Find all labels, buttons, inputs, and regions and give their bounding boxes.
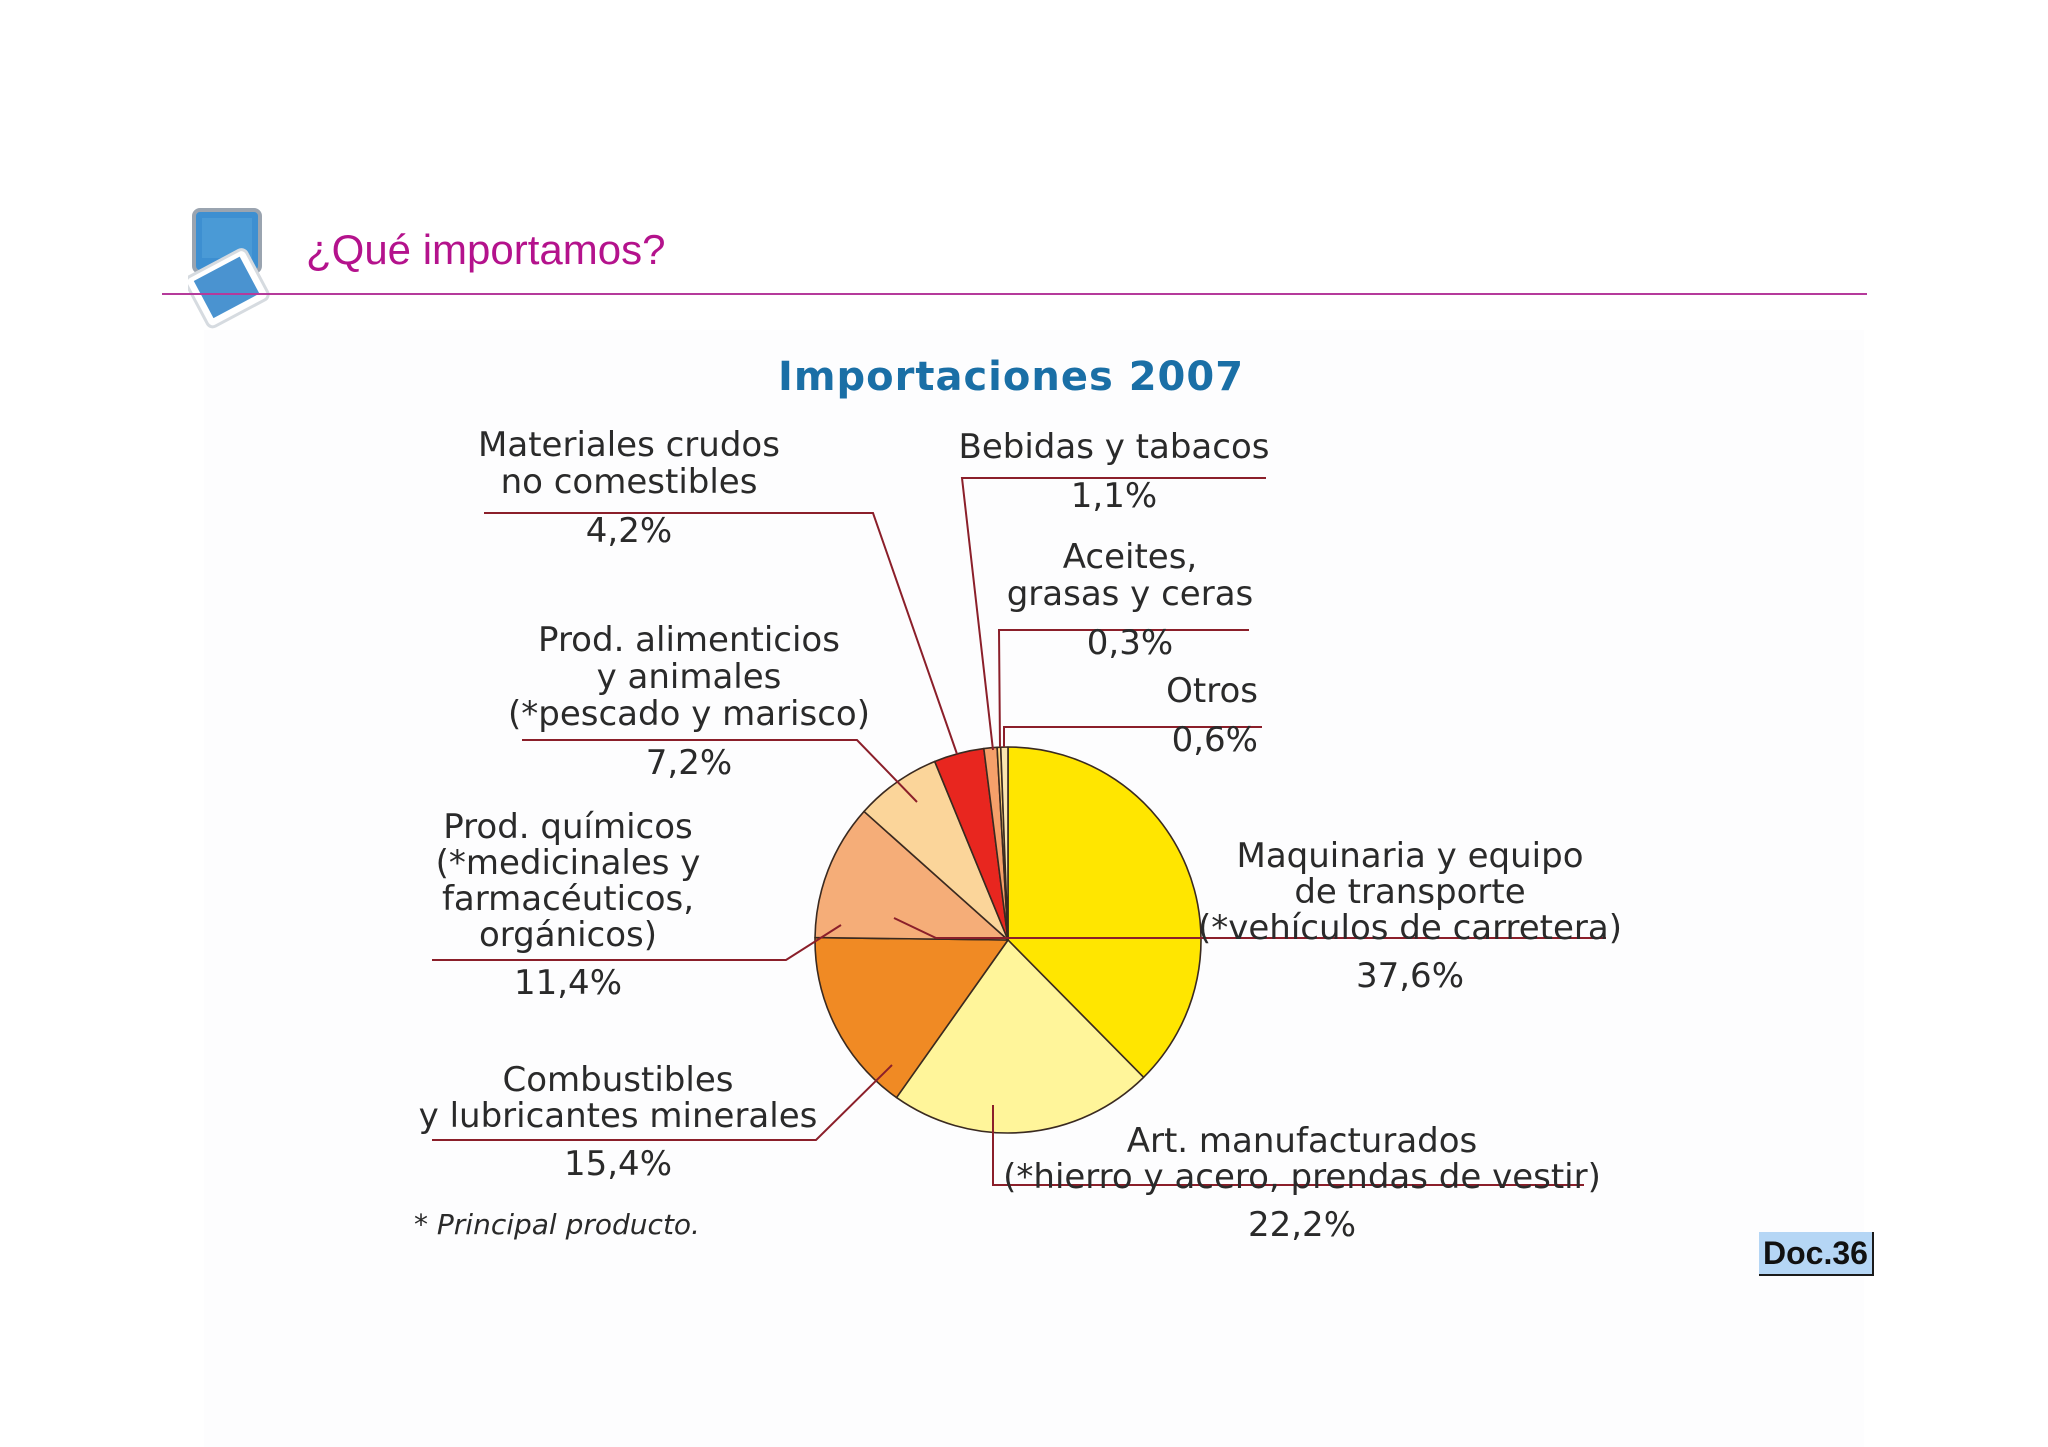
chart-footnote: * Principal producto. [414,1208,700,1241]
pie-slice [895,939,1145,1134]
pie-slices [814,746,1202,1134]
slice-category-label: Bebidas y tabacos [959,427,1270,467]
pie-slice [1007,746,1202,1079]
chart-panel: Importaciones 2007 Maquinaria y equipo de… [204,330,1864,1447]
slice-category-label: Materiales crudos [478,425,780,465]
slice-category-label: Prod. químicos [443,807,693,847]
slice-category-label: no comestibles [501,462,758,502]
slice-category-label: Aceites, [1063,537,1198,577]
slice-category-label: Maquinaria y equipo [1236,836,1583,876]
leader-line [893,917,1606,939]
leader-line [484,512,958,755]
slice-category-label: orgánicos) [479,915,657,955]
leader-line [1003,726,1262,747]
slice-category-label: y lubricantes minerales [419,1096,818,1136]
slice-value-label: 7,2% [646,743,732,783]
slice-value-label: 0,3% [1087,623,1173,663]
slice-category-label: grasas y ceras [1007,574,1254,614]
slice-value-label: 0,6% [1172,720,1258,760]
slice-category-label: farmacéuticos, [442,879,694,919]
leader-line [960,477,1266,751]
chart-title: Importaciones 2007 [778,354,1244,400]
slice-value-label: 1,1% [1071,476,1157,516]
pie-slice [814,810,1009,941]
slice-category-label: Otros [1166,671,1258,711]
slice-value-label: 37,6% [1356,956,1464,996]
pie-chart: Importaciones 2007 Maquinaria y equipode… [414,354,1622,1245]
slice-value-label: 15,4% [564,1144,672,1184]
slice-category-label: y animales [597,657,782,697]
slice-category-label: (*hierro y acero, prendas de vestir) [1003,1157,1601,1197]
slice-category-label: (*medicinales y [436,843,701,883]
slice-value-label: 22,2% [1248,1205,1356,1245]
monitor-icon [188,208,270,329]
slice-category-label: de transporte [1294,872,1525,912]
pie-slice [999,746,1009,941]
leader-lines [432,477,1606,1186]
slice-value-label: 11,4% [514,963,622,1003]
document-badge: Doc.36 [1759,1232,1874,1276]
slice-category-label: Art. manufacturados [1127,1121,1478,1161]
pie-slice [814,936,1009,1099]
leader-line [432,1064,893,1141]
leader-line [432,924,842,961]
leader-line [522,739,918,803]
slice-category-label: (*pescado y marisco) [508,694,870,734]
slice-category-label: Combustibles [503,1060,734,1100]
leader-line [992,1105,1584,1186]
slice-value-label: 4,2% [586,511,672,551]
title-divider [162,293,1867,295]
slice-category-label: (*vehículos de carretera) [1198,908,1622,948]
slice-category-label: Prod. alimenticios [538,620,840,660]
leader-line [997,629,1249,748]
page-title: ¿Qué importamos? [306,226,666,273]
